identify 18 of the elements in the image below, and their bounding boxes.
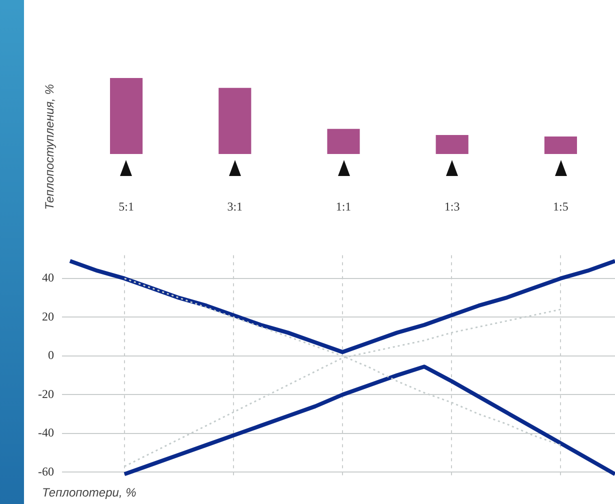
bar [544,136,577,154]
bar [218,88,252,154]
y-axis-title: Теплопоступления, % [42,84,56,210]
bar [436,135,468,154]
y-tick-label: -20 [38,386,54,401]
y-axis-title: Теплопотери, % [42,485,137,500]
y-tick-label: -60 [38,464,54,478]
x-tick-label: 3:1 [227,199,243,214]
bar [110,78,143,154]
y-tick-label: -40 [38,426,54,440]
x-tick-label: 1:5 [553,199,568,214]
y-tick-label: 40 [42,270,54,285]
y-tick-label: 20 [42,309,54,324]
bar [327,128,360,154]
x-tick-label: 5:1 [118,199,134,214]
x-tick-label: 1:1 [336,199,352,214]
x-tick-label: 1:3 [444,199,460,214]
y-tick-label: 0 [48,348,54,362]
